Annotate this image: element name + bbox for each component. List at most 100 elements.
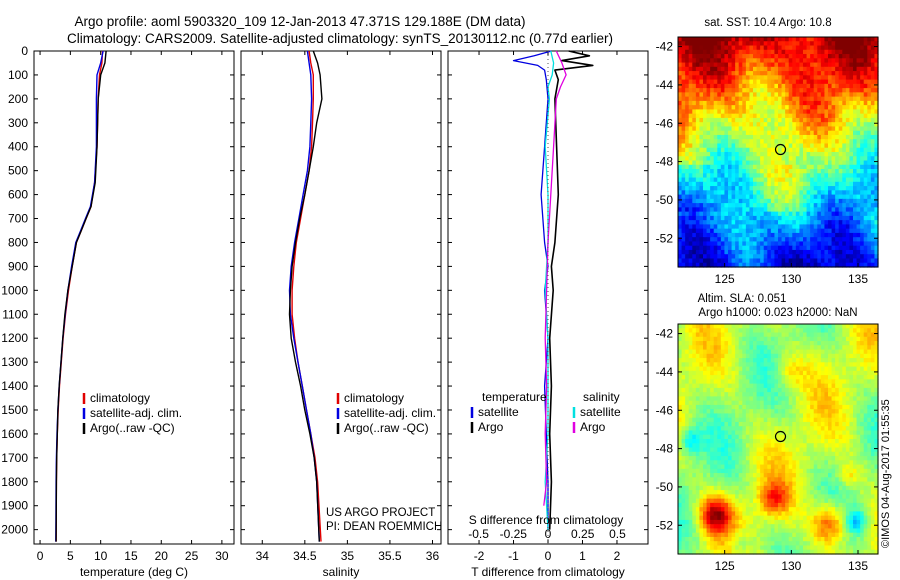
sla-cell — [695, 336, 701, 342]
temperature-ytick-label: 700 — [8, 212, 28, 226]
sst-cell — [728, 194, 733, 200]
sla-cell — [760, 362, 765, 368]
sst-cell — [831, 198, 836, 204]
sst-cell — [763, 143, 768, 149]
sst-cell — [681, 224, 686, 230]
sst-cell — [870, 181, 876, 187]
sst-cell — [774, 241, 779, 247]
sst-cell — [795, 134, 801, 140]
sst-cell — [774, 45, 779, 51]
sst-cell — [695, 122, 701, 128]
sst-cell — [706, 173, 711, 179]
sla-cell — [806, 383, 811, 389]
sla-cell — [870, 358, 876, 363]
sst-cell — [695, 224, 701, 230]
sst-cell — [774, 194, 779, 200]
sst-cell — [870, 241, 876, 247]
sst-cell — [774, 245, 779, 251]
sst-cell — [760, 203, 765, 208]
sst-cell — [785, 134, 790, 140]
sla-cell — [685, 379, 690, 385]
sst-cell — [849, 71, 854, 76]
sst-cell — [831, 105, 836, 111]
sst-cell — [785, 45, 790, 51]
sst-cell — [749, 237, 754, 243]
sst-cell — [817, 203, 822, 208]
sst-cell — [778, 117, 783, 123]
sst-cell — [806, 113, 811, 119]
sla-cell — [781, 439, 786, 444]
sst-cell — [753, 71, 758, 76]
sst-cell — [749, 220, 754, 226]
difference-series-line — [512, 50, 552, 530]
sst-cell — [778, 211, 783, 217]
sla-cell — [867, 409, 872, 415]
sst-cell — [756, 143, 761, 149]
sla-cell — [778, 353, 783, 359]
sla-cell — [703, 413, 708, 419]
sst-cell — [745, 139, 751, 145]
sst-cell — [838, 245, 843, 251]
sst-cell — [778, 173, 783, 179]
sst-cell — [842, 152, 847, 157]
sst-cell — [795, 169, 801, 174]
sst-cell — [860, 254, 865, 260]
sst-cell — [849, 113, 854, 119]
sst-cell — [813, 186, 818, 191]
sst-cell — [735, 228, 740, 234]
sla-cell — [688, 439, 693, 444]
sla-cell — [842, 417, 847, 423]
sst-cell — [835, 262, 840, 268]
sst-cell — [695, 66, 701, 72]
sla-cell — [860, 443, 865, 449]
sla-cell — [678, 447, 683, 453]
sst-cell — [770, 169, 776, 174]
sla-cell — [799, 379, 804, 385]
sst-cell — [763, 160, 768, 166]
sst-cell — [856, 254, 861, 260]
sst-cell — [856, 117, 861, 123]
sst-cell — [813, 224, 818, 230]
sst-cell — [760, 45, 765, 51]
sst-cell — [778, 143, 783, 149]
sst-cell — [835, 164, 840, 170]
sst-cell — [831, 186, 836, 191]
sst-cell — [688, 88, 693, 93]
sst-cell — [760, 228, 765, 234]
sst-cell — [799, 215, 804, 221]
sla-cell — [724, 370, 729, 376]
sst-cell — [735, 88, 740, 93]
sla-cell — [842, 336, 847, 342]
sst-cell — [720, 37, 726, 42]
sst-cell — [838, 203, 843, 208]
sla-cell — [728, 426, 733, 432]
sla-cell — [678, 375, 683, 380]
sla-cell — [817, 332, 822, 338]
sla-cell — [760, 426, 765, 432]
sst-cell — [756, 186, 761, 191]
sla-cell — [685, 375, 690, 380]
sst-cell — [706, 245, 711, 251]
sst-cell — [699, 88, 704, 93]
sst-cell — [720, 100, 726, 106]
sst-cell — [874, 88, 879, 93]
sst-cell — [849, 156, 854, 162]
sst-cell — [678, 203, 683, 208]
sla-cell — [835, 379, 840, 385]
sst-cell — [824, 232, 829, 238]
sla-cell — [774, 383, 779, 389]
sla-cell — [835, 409, 840, 415]
sst-cell — [720, 262, 726, 268]
sst-cell — [781, 220, 786, 226]
sst-cell — [749, 62, 754, 68]
sst-cell — [692, 194, 697, 200]
temperature-ytick-label: 1100 — [2, 307, 28, 321]
sst-cell — [835, 232, 840, 238]
sst-xtick-label: 130 — [781, 272, 801, 286]
sla-cell — [713, 366, 718, 372]
sst-cell — [781, 237, 786, 243]
sst-cell — [820, 169, 826, 174]
sla-cell — [688, 387, 693, 393]
sla-cell — [874, 392, 879, 398]
sla-cell — [813, 353, 818, 359]
